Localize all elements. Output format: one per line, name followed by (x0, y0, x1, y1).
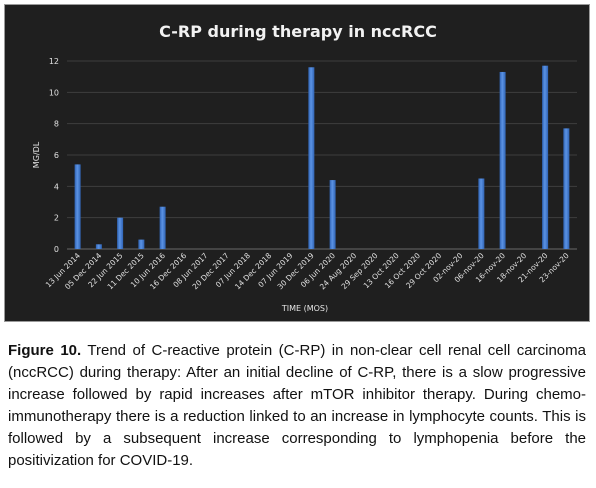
bar (159, 206, 166, 249)
bar (542, 65, 549, 249)
bar (308, 67, 315, 249)
y-tick-label: 4 (54, 182, 59, 191)
y-tick-label: 8 (54, 120, 59, 129)
bar (499, 71, 506, 249)
figure-label: Figure 10. (8, 342, 82, 359)
caption-text: Trend of C-reactive protein (C-RP) in no… (8, 342, 586, 469)
figure-caption: Figure 10. Trend of C-reactive protein (… (8, 340, 586, 472)
bar (74, 164, 81, 249)
y-tick-label: 12 (49, 57, 59, 66)
y-tick-label: 10 (49, 88, 59, 97)
y-tick-label: 0 (54, 245, 59, 254)
bar (329, 180, 336, 249)
bar (138, 239, 145, 249)
crp-bar-chart: C-RP during therapy in nccRCC 024681012 … (32, 22, 577, 313)
bar (95, 244, 102, 249)
chart-panel: C-RP during therapy in nccRCC 0 2 4 6 8 10 12 … (4, 4, 590, 322)
y-tick-label: 2 (54, 214, 59, 223)
chart-title: C-RP during therapy in nccRCC (159, 22, 437, 41)
y-axis-label: MG/DL (32, 141, 41, 168)
y-tick-label: 6 (54, 151, 59, 160)
bar (117, 217, 124, 249)
bar (563, 128, 570, 249)
bar (478, 178, 485, 249)
x-axis-label: TIME (MOS) (281, 304, 328, 313)
